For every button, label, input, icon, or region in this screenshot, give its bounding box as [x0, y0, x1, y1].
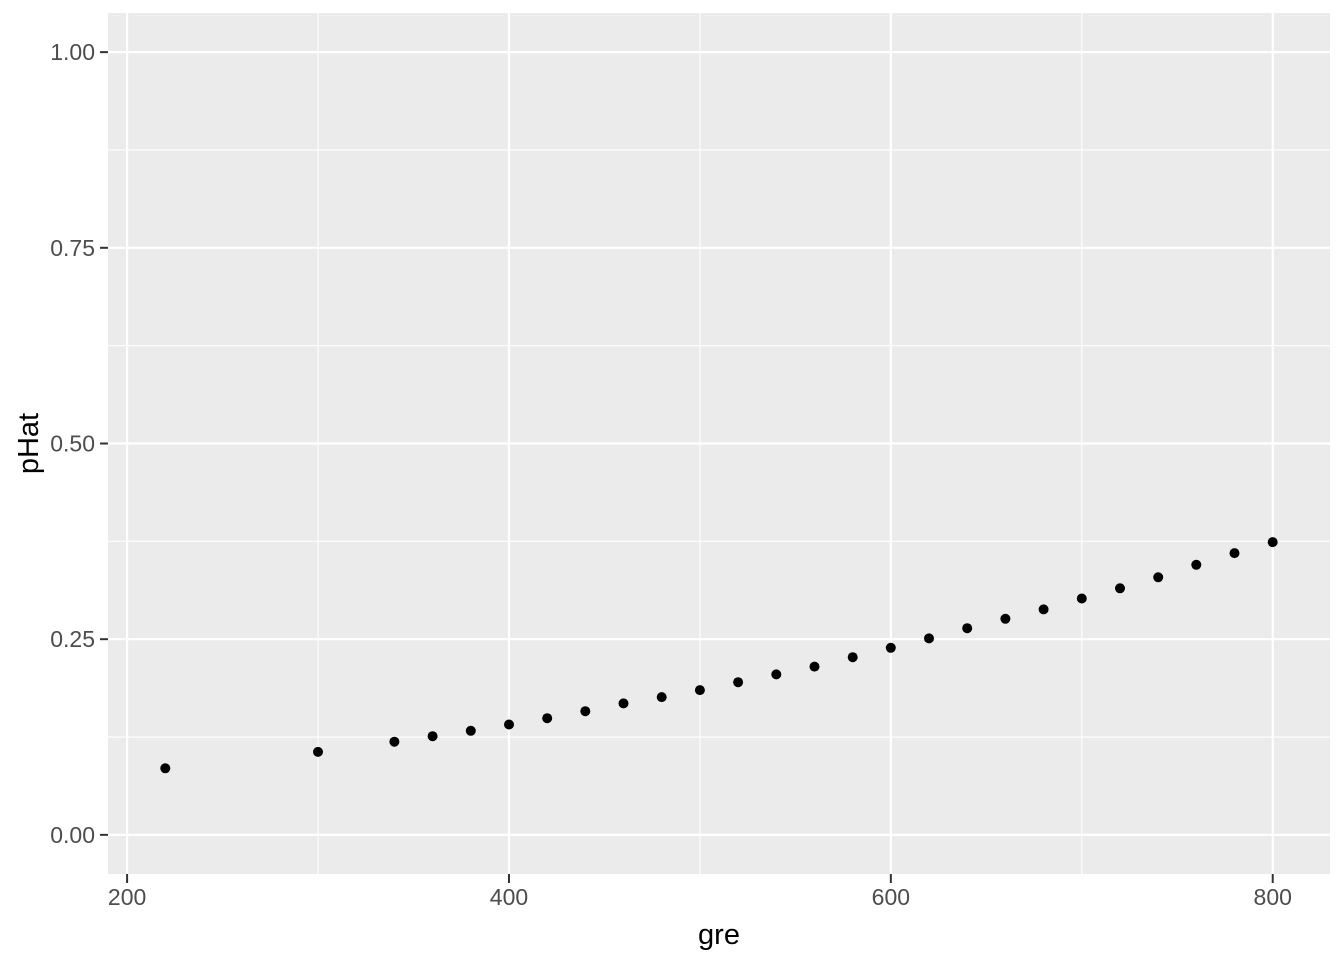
- major-gridlines: [108, 13, 1330, 874]
- data-point: [1267, 537, 1278, 548]
- x-tick-label: 400: [490, 884, 528, 910]
- data-point: [618, 698, 629, 709]
- data-point: [694, 685, 705, 696]
- data-point: [580, 706, 591, 717]
- data-point: [847, 652, 858, 663]
- y-tick-label: 0.25: [50, 626, 95, 652]
- data-point: [924, 633, 934, 644]
- data-point: [656, 692, 667, 703]
- x-axis-tick-labels: 200 400 600 800: [108, 884, 1292, 910]
- data-point: [1038, 604, 1049, 615]
- y-tick-label: 1.00: [50, 39, 95, 65]
- x-axis-title: gre: [698, 919, 740, 951]
- data-points: [160, 537, 1278, 774]
- y-axis-tick-labels: 0.00 0.25 0.50 0.75 1.00: [50, 39, 95, 848]
- data-point: [1229, 548, 1240, 559]
- data-point: [427, 731, 438, 742]
- axis-tick-marks: [100, 51, 1274, 883]
- x-tick-label: 200: [108, 884, 146, 910]
- data-point: [1191, 559, 1202, 570]
- y-tick-label: 0.50: [50, 431, 95, 457]
- data-point: [389, 736, 400, 747]
- data-point: [1076, 593, 1087, 604]
- data-point: [1153, 572, 1164, 583]
- data-point: [313, 746, 323, 757]
- y-axis-title: pHat: [13, 413, 45, 474]
- data-point: [1000, 613, 1011, 624]
- y-tick-label: 0.00: [50, 822, 95, 848]
- data-point: [160, 763, 171, 774]
- data-point: [809, 661, 820, 672]
- data-point: [885, 642, 896, 653]
- x-tick-label: 600: [872, 884, 910, 910]
- data-point: [962, 623, 973, 634]
- data-point: [465, 725, 476, 736]
- data-point: [542, 713, 553, 724]
- data-point: [1115, 583, 1125, 594]
- data-point: [504, 719, 514, 730]
- data-point: [771, 669, 782, 680]
- data-point: [733, 677, 744, 688]
- x-tick-label: 800: [1254, 884, 1292, 910]
- y-tick-label: 0.75: [50, 235, 95, 261]
